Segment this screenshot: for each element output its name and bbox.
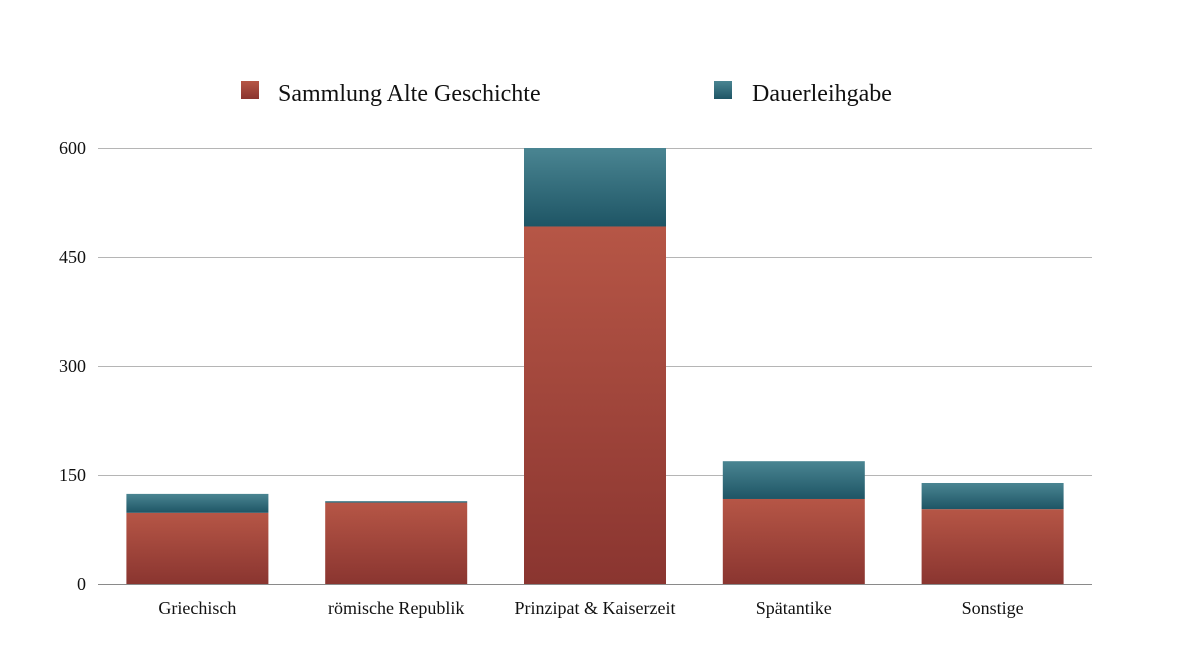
bar-segment-sammlung xyxy=(126,512,269,584)
bars xyxy=(126,148,1064,585)
bar-segment-sammlung xyxy=(325,502,468,584)
bar-segment-dauerleihgabe xyxy=(722,461,865,499)
legend-swatch-sammlung xyxy=(241,81,259,99)
x-tick-label: Griechisch xyxy=(158,598,236,618)
x-tick-label: Sonstige xyxy=(962,598,1024,618)
bar-segment-sammlung xyxy=(524,226,666,585)
bar-segment-dauerleihgabe xyxy=(524,148,666,227)
bar-segment-dauerleihgabe xyxy=(325,501,468,503)
y-tick-label: 450 xyxy=(59,247,86,267)
x-tick-label: Spätantike xyxy=(756,598,832,618)
legend-label-sammlung: Sammlung Alte Geschichte xyxy=(278,81,541,107)
y-tick-label: 0 xyxy=(77,574,86,594)
y-tick-label: 150 xyxy=(59,465,86,485)
y-axis-ticks: 0 150 300 450 600 xyxy=(59,138,86,594)
bar-segment-sammlung xyxy=(722,498,865,584)
bar-segment-sammlung xyxy=(921,509,1064,584)
bar-segment-dauerleihgabe xyxy=(921,482,1064,510)
legend: Sammlung Alte Geschichte Dauerleihgabe xyxy=(241,81,892,107)
x-tick-label: Prinzipat & Kaiserzeit xyxy=(515,598,676,618)
y-tick-label: 300 xyxy=(59,356,86,376)
y-tick-label: 600 xyxy=(59,138,86,158)
x-axis-labels: Griechisch römische Republik Prinzipat & K… xyxy=(158,598,1023,618)
bar-segment-dauerleihgabe xyxy=(126,493,269,513)
x-tick-label: römische Republik xyxy=(328,598,464,618)
legend-label-dauerleihgabe: Dauerleihgabe xyxy=(752,81,892,107)
legend-swatch-dauerleihgabe xyxy=(714,81,732,99)
